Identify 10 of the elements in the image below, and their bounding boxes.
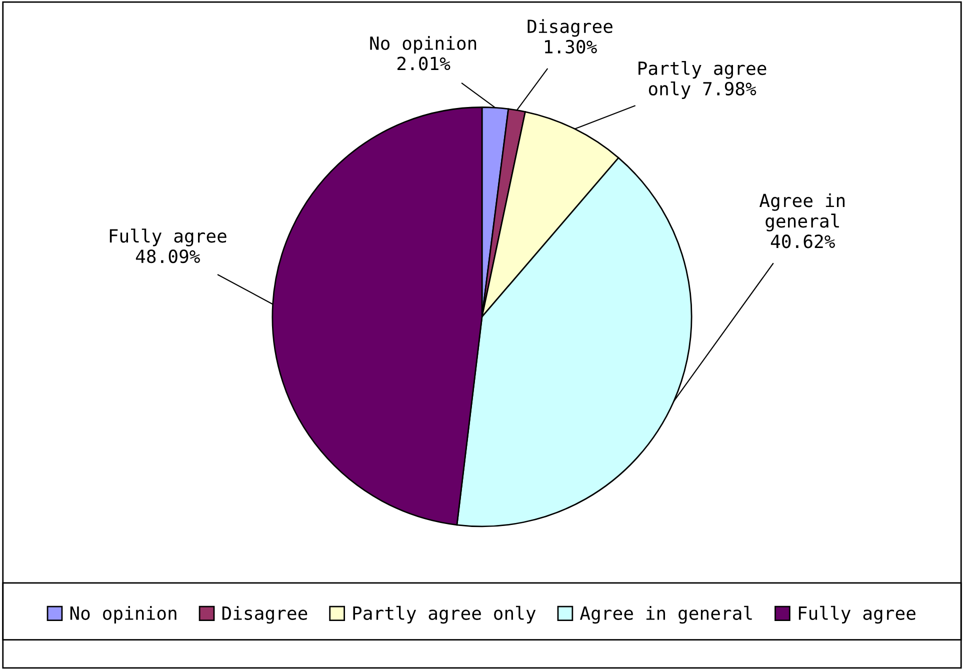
data-label: Partly agree only 7.98%	[638, 60, 766, 100]
legend-label: Partly agree only	[353, 606, 536, 624]
legend-label: Fully agree	[798, 606, 916, 624]
data-label: Disagree 1.30%	[528, 19, 612, 54]
data-label: Fully agree 48.09%	[110, 228, 226, 264]
legend-label: No opinion	[70, 606, 176, 624]
data-label: Agree in general 40.62%	[759, 193, 845, 248]
legend-label: Agree in general	[580, 606, 752, 624]
legend-label: Disagree	[222, 606, 308, 624]
data-label: No opinion 2.01%	[370, 36, 476, 70]
